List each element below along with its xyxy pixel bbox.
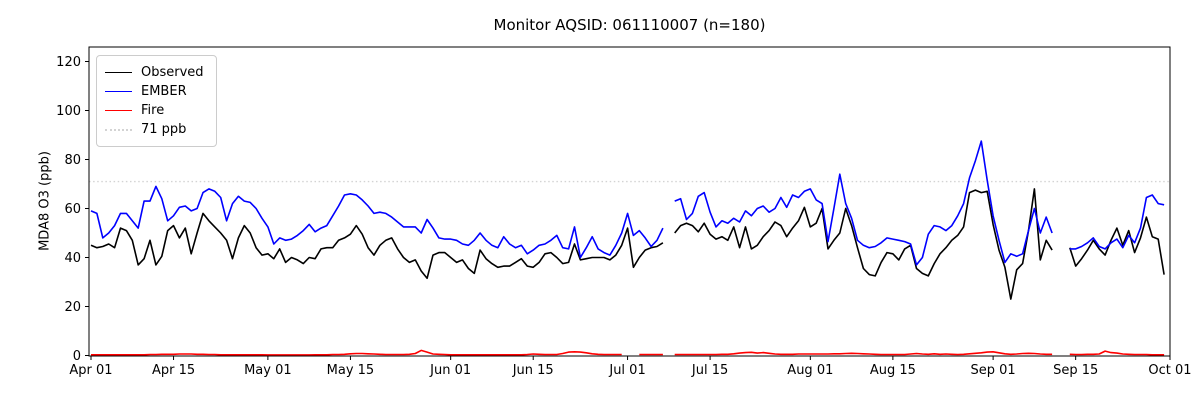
x-tick-label: May 01 xyxy=(244,363,292,378)
legend-label: 71 ppb xyxy=(141,122,187,137)
legend-label: Observed xyxy=(141,65,204,80)
x-tick-label: Apr 01 xyxy=(69,363,112,378)
x-tick-label: Jul 15 xyxy=(691,363,728,378)
series-line-ember xyxy=(1069,194,1165,250)
legend-item-observed: Observed xyxy=(105,63,204,82)
x-tick-label: May 15 xyxy=(327,363,375,378)
series-line-observed xyxy=(90,212,664,280)
y-tick-label: 20 xyxy=(64,300,81,315)
legend-label: EMBER xyxy=(141,84,187,99)
series-line-ember xyxy=(674,140,1053,266)
x-tick-label: Aug 01 xyxy=(787,363,833,378)
series-line-fire xyxy=(1069,350,1165,356)
chart-title: Monitor AQSID: 061110007 (n=180) xyxy=(493,16,766,34)
fire-line-swatch xyxy=(105,110,132,111)
legend-item-threshold: 71 ppb xyxy=(105,120,204,139)
x-tick-label: Jun 01 xyxy=(429,363,471,378)
series-line-fire xyxy=(91,349,622,356)
observed-line-swatch xyxy=(105,72,132,73)
x-tick-label: Sep 15 xyxy=(1053,363,1098,378)
y-tick-label: 100 xyxy=(56,104,81,119)
x-tick-label: Jul 01 xyxy=(608,363,645,378)
y-tick-label: 80 xyxy=(64,153,81,168)
legend: Observed EMBER Fire 71 ppb xyxy=(96,55,217,147)
x-tick-label: Aug 15 xyxy=(870,363,916,378)
ember-line-swatch xyxy=(105,91,132,92)
y-tick-label: 40 xyxy=(64,251,81,266)
axes-frame xyxy=(88,46,1171,357)
legend-item-ember: EMBER xyxy=(105,82,204,101)
series-line-observed xyxy=(1069,216,1165,275)
y-tick-label: 0 xyxy=(73,349,81,364)
series-line-fire xyxy=(674,351,1053,356)
series-line-observed xyxy=(674,188,1053,300)
legend-label: Fire xyxy=(141,103,165,118)
series-line-ember xyxy=(90,185,664,259)
x-tick-label: Sep 01 xyxy=(971,363,1016,378)
legend-item-fire: Fire xyxy=(105,101,204,120)
y-tick-label: 60 xyxy=(64,202,81,217)
x-tick-label: Jun 15 xyxy=(512,363,554,378)
threshold-line-swatch xyxy=(105,128,132,131)
y-tick-label: 120 xyxy=(56,55,81,70)
x-tick-label: Oct 01 xyxy=(1148,363,1191,378)
x-tick-label: Apr 15 xyxy=(152,363,195,378)
